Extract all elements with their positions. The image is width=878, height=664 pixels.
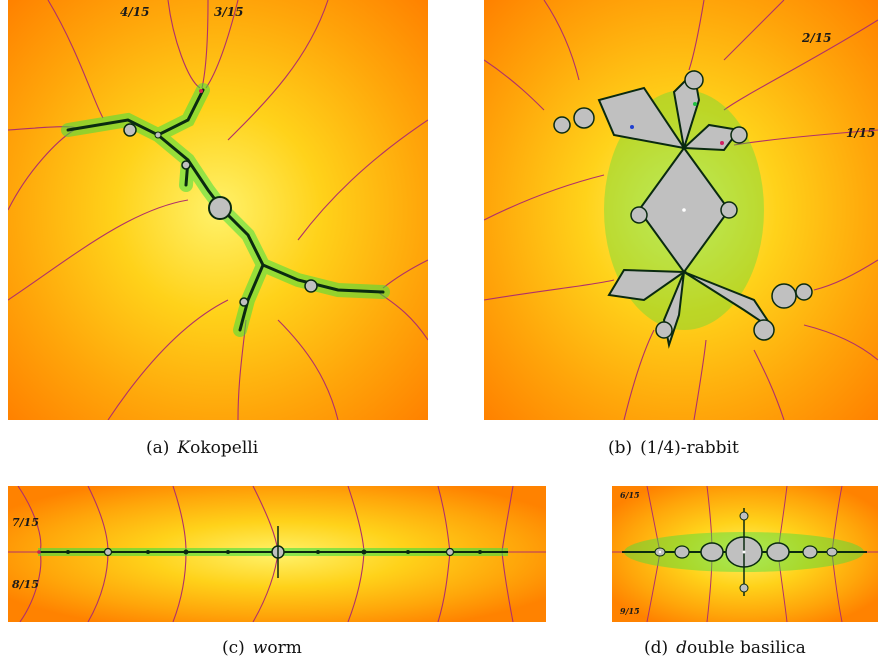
caption-kokopelli: (a) Kokopelli [146,438,258,458]
external-rays [484,0,878,420]
caption-name: (1/4)-rabbit [640,438,739,458]
angle-label-8-15: 8/15 [12,578,39,591]
panel-kokopelli: 4/15 3/15 [8,0,428,420]
angle-label-6-15: 6/15 [620,490,640,500]
caption-label: (d) [644,638,669,658]
angle-label-3-15: 3/15 [214,5,243,19]
panel-worm: 7/15 8/15 [8,486,546,622]
angle-label-2-15: 2/15 [801,31,831,45]
caption-initial: w [252,638,268,658]
angle-label-1-15: 1/15 [846,126,875,140]
caption-name: ouble basilica [687,638,806,658]
julia-set-body [622,508,867,596]
julia-set-body [61,83,390,337]
caption-double-basilica: (d) double basilica [644,638,806,658]
caption-initial: K [177,438,191,458]
caption-name: okopelli [190,438,259,458]
angle-label-9-15: 9/15 [620,606,640,616]
panel-rabbit: 2/15 1/15 [484,0,878,420]
caption-name: orm [267,638,302,658]
caption-label: (a) [146,438,170,458]
angle-label-4-15: 4/15 [120,5,149,19]
caption-label: (b) [608,438,633,458]
kokopelli-julia-image: 4/15 3/15 [8,0,428,420]
panel-double-basilica: 6/15 9/15 [612,486,878,622]
rabbit-julia-image: 2/15 1/15 [484,0,878,420]
julia-set-body [553,69,813,349]
caption-label: (c) [222,638,245,658]
caption-initial: d [676,638,688,658]
caption-worm: (c) worm [222,638,302,658]
worm-julia-image: 7/15 8/15 [8,486,546,622]
double-basilica-julia-image: 6/15 9/15 [612,486,878,622]
caption-rabbit: (b) (1/4)-rabbit [608,438,739,458]
julia-set-body [37,526,508,578]
angle-label-7-15: 7/15 [12,516,39,529]
